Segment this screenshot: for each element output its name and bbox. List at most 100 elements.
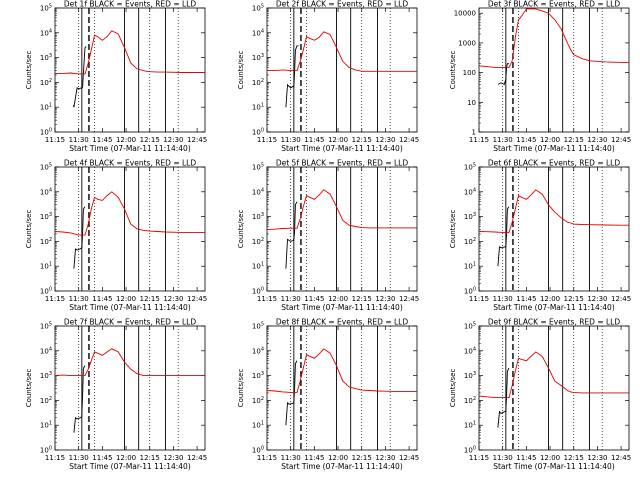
plot-frame — [266, 7, 418, 133]
panel-6: Det 6f BLACK = Events, RED = LLD 11:15 11:… — [449, 159, 631, 313]
y-axis-label: Counts/sec — [449, 51, 457, 90]
y-tick-label: 100 — [252, 446, 264, 455]
x-tick-label: 11:30 — [69, 295, 89, 303]
y-tick-label: 100 — [252, 287, 264, 296]
series-events-line — [497, 63, 509, 86]
y-tick-label: 1000 — [458, 39, 476, 47]
plot-title: Det 4f BLACK = Events, RED = LLD — [64, 159, 197, 168]
y-tick-label: 100 — [40, 446, 52, 455]
y-tick-label: 101 — [252, 421, 264, 430]
plot-title: Det 7f BLACK = Events, RED = LLD — [64, 318, 197, 327]
y-tick-label: 105 — [40, 4, 52, 13]
x-tick-label: 12:45 — [611, 295, 631, 303]
series-lld-line — [478, 351, 629, 399]
y-tick-label: 100 — [464, 287, 476, 296]
y-tick-label: 104 — [40, 28, 52, 37]
panel-2: Det 2f BLACK = Events, RED = LLD 11:15 11:… — [237, 0, 419, 153]
plot-frame — [266, 166, 418, 292]
y-tick-label: 102 — [252, 237, 264, 246]
y-axis-label: Counts/sec — [449, 369, 457, 408]
x-tick-label: 12:45 — [399, 295, 419, 303]
y-tick-label: 101 — [464, 262, 476, 271]
x-tick-label: 12:45 — [187, 295, 207, 303]
series-events-line — [73, 365, 86, 433]
panel-7: Det 7f BLACK = Events, RED = LLD 11:15 11:… — [25, 318, 207, 472]
y-tick-label: 105 — [464, 322, 476, 331]
x-tick-label: 11:15 — [257, 136, 277, 144]
y-tick-label: 103 — [40, 53, 52, 62]
x-axis-label: Start Time (07-Mar-11 11:14:40) — [493, 303, 615, 312]
panel-8: Det 8f BLACK = Events, RED = LLD 11:15 11:… — [237, 318, 419, 472]
plot-title: Det 8f BLACK = Events, RED = LLD — [276, 318, 409, 327]
y-tick-label: 105 — [40, 322, 52, 331]
x-tick-label: 11:30 — [281, 454, 301, 462]
x-tick-label: 12:00 — [116, 136, 136, 144]
plot-title: Det 9f BLACK = Events, RED = LLD — [488, 318, 621, 327]
y-tick-label: 101 — [252, 262, 264, 271]
plot-title: Det 3f BLACK = Events, RED = LLD — [488, 0, 621, 9]
x-tick-label: 12:45 — [187, 454, 207, 462]
series-lld-line — [478, 189, 629, 233]
y-tick-label: 1 — [472, 129, 476, 137]
x-axis-label: Start Time (07-Mar-11 11:14:40) — [493, 144, 615, 153]
plot-frame — [54, 7, 206, 133]
x-tick-label: 11:45 — [304, 454, 324, 462]
x-tick-label: 12:30 — [587, 454, 607, 462]
y-tick-label: 105 — [252, 163, 264, 172]
x-tick-label: 12:00 — [328, 136, 348, 144]
x-tick-label: 11:30 — [493, 136, 513, 144]
x-tick-label: 11:30 — [281, 295, 301, 303]
series-lld-line — [55, 30, 205, 75]
x-tick-label: 12:30 — [375, 454, 395, 462]
series-events-line — [72, 46, 87, 108]
series-lld-line — [478, 8, 629, 68]
x-axis-label: Start Time (07-Mar-11 11:14:40) — [69, 144, 191, 153]
x-tick-label: 11:45 — [304, 295, 324, 303]
plot-title: Det 6f BLACK = Events, RED = LLD — [488, 159, 621, 168]
x-tick-label: 12:30 — [587, 295, 607, 303]
y-axis-label: Counts/sec — [237, 51, 245, 90]
series-events-line — [285, 360, 298, 426]
y-tick-label: 102 — [40, 78, 52, 87]
y-tick-label: 105 — [252, 4, 264, 13]
plot-title: Det 2f BLACK = Events, RED = LLD — [276, 0, 409, 9]
x-tick-label: 12:15 — [564, 136, 584, 144]
series-lld-line — [267, 31, 417, 72]
x-tick-label: 12:00 — [116, 454, 136, 462]
y-tick-label: 102 — [464, 237, 476, 246]
x-tick-label: 11:45 — [92, 136, 112, 144]
y-tick-label: 100 — [40, 287, 52, 296]
x-tick-label: 11:15 — [257, 454, 277, 462]
panel-3: Det 3f BLACK = Events, RED = LLD 11:15 11:… — [449, 0, 631, 153]
plot-frame — [478, 7, 630, 133]
panel-9: Det 9f BLACK = Events, RED = LLD 11:15 11:… — [449, 318, 631, 472]
series-lld-line — [54, 191, 205, 236]
plot-frame — [478, 325, 630, 451]
y-tick-label: 101 — [464, 421, 476, 430]
series-events-line — [497, 206, 510, 267]
x-tick-label: 12:30 — [163, 454, 183, 462]
panel-4: Det 4f BLACK = Events, RED = LLD 11:15 11:… — [25, 159, 207, 313]
x-tick-label: 11:45 — [304, 136, 324, 144]
y-tick-label: 100 — [464, 446, 476, 455]
y-tick-label: 103 — [464, 212, 476, 221]
x-tick-label: 12:45 — [187, 136, 207, 144]
y-tick-label: 104 — [464, 346, 476, 355]
y-tick-label: 100 — [463, 69, 476, 77]
x-axis-label: Start Time (07-Mar-11 11:14:40) — [493, 462, 615, 471]
x-tick-label: 11:45 — [516, 295, 536, 303]
x-tick-label: 11:45 — [92, 454, 112, 462]
x-tick-label: 12:00 — [328, 295, 348, 303]
x-tick-label: 12:30 — [375, 136, 395, 144]
x-tick-label: 11:15 — [45, 295, 65, 303]
y-axis-label: Counts/sec — [237, 210, 245, 249]
x-tick-label: 12:15 — [140, 136, 160, 144]
x-tick-label: 12:30 — [375, 295, 395, 303]
y-tick-label: 103 — [252, 371, 264, 380]
series-lld-line — [54, 348, 205, 377]
y-tick-label: 102 — [252, 396, 264, 405]
x-tick-label: 12:15 — [352, 136, 372, 144]
y-tick-label: 104 — [252, 28, 264, 37]
plot-frame — [54, 166, 206, 292]
